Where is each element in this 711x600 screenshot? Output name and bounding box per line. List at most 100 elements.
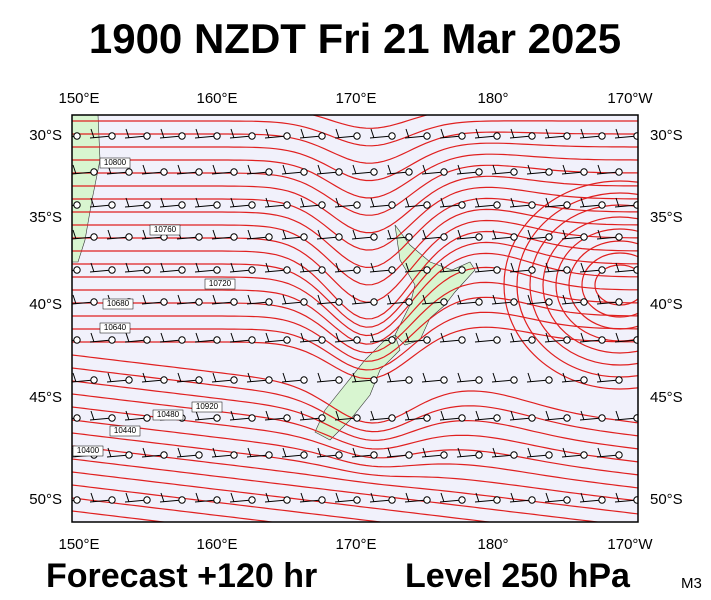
wind-barb-feather: [125, 410, 130, 421]
station: [213, 201, 221, 209]
station: [213, 132, 221, 140]
contour-label: 10440: [114, 426, 137, 435]
map-content: 10800 10760 10720 10680 10640 10480 10440 10400…: [56, 115, 638, 522]
contour-line: [72, 230, 638, 320]
station: [493, 132, 501, 140]
wind-barb-feather: [335, 492, 340, 503]
wind-barb-feather: [265, 332, 270, 343]
station: [598, 496, 606, 504]
contour-label-box: [99, 157, 131, 169]
top-lon-label: 180°: [477, 90, 508, 107]
station: [195, 168, 203, 176]
wind-barb-feather: [247, 372, 252, 383]
station: [528, 266, 536, 274]
forecast-label: Forecast +120 hr: [46, 557, 317, 595]
left-lat-label: 45°S: [29, 389, 62, 406]
station: [265, 168, 273, 176]
station: [563, 414, 571, 422]
wind-barb-feather: [335, 410, 340, 421]
station: [440, 233, 448, 241]
station: [178, 266, 186, 274]
station: [178, 132, 186, 140]
wind-barb-feather: [335, 332, 340, 343]
wind-barb-feather: [247, 294, 252, 305]
wind-barb-feather: [160, 128, 165, 139]
station: [405, 376, 413, 384]
right-lat-label: 40°S: [650, 296, 683, 313]
wind-barb-feather: [370, 332, 375, 343]
wind-barb-feather: [510, 262, 515, 273]
station: [615, 451, 623, 459]
station: [108, 336, 116, 344]
wind-barb-feather: [440, 410, 445, 421]
station: [248, 496, 256, 504]
wind-barb-feather: [282, 164, 287, 175]
wind-barb-feather: [457, 447, 462, 458]
contour-loop: [542, 216, 638, 354]
station: [475, 233, 483, 241]
station: [633, 496, 638, 504]
station: [300, 451, 308, 459]
wind-barb-feather: [265, 410, 270, 421]
station: [405, 451, 413, 459]
wind-barb-feather: [440, 332, 445, 343]
right-lat-label: 30°S: [650, 127, 683, 144]
wind-barb-feather: [352, 372, 357, 383]
station: [563, 132, 571, 140]
contour-line: [72, 393, 638, 463]
wind-barb-feather: [90, 332, 95, 343]
wind-barb-feather: [72, 164, 77, 175]
station: [248, 266, 256, 274]
contour-line: [72, 419, 638, 489]
contour-label-box: [204, 278, 236, 290]
wind-barb-feather: [72, 372, 77, 383]
contour-line: [72, 445, 638, 515]
wind-barb-feather: [56, 411, 59, 420]
station: [213, 336, 221, 344]
wind-barb-feather: [580, 197, 585, 208]
wind-barb-feather: [230, 262, 235, 273]
wind-barb-feather: [405, 332, 410, 343]
wind-barb-feather: [387, 372, 392, 383]
right-lat-label: 50°S: [650, 491, 683, 508]
station: [563, 266, 571, 274]
station: [493, 266, 501, 274]
wind-barb-feather: [335, 197, 340, 208]
wind-barb-feather: [562, 164, 567, 175]
station: [318, 132, 326, 140]
station: [580, 233, 588, 241]
wind-barb-feather: [282, 372, 287, 383]
contour-line: [72, 471, 494, 522]
top-lon-label: 170°W: [607, 90, 653, 107]
model-code: M3: [681, 575, 702, 592]
wind-barb-feather: [317, 229, 322, 240]
wind-barb-feather: [142, 294, 147, 305]
station: [370, 376, 378, 384]
wind-barb-feather: [142, 229, 147, 240]
station: [300, 233, 308, 241]
wind-barb-feather: [335, 128, 340, 139]
wind-barb-feather: [545, 332, 550, 343]
wind-barb-feather: [545, 262, 550, 273]
wind-barb-feather: [212, 447, 217, 458]
station: [143, 201, 151, 209]
bottom-lon-label: 160°E: [196, 536, 237, 553]
wind-barb-feather: [56, 263, 59, 272]
bottom-lon-label: 180°: [477, 536, 508, 553]
station: [283, 132, 291, 140]
wind-barb-feather: [562, 372, 567, 383]
station: [458, 201, 466, 209]
wind-barb-feather: [615, 262, 620, 273]
wind-barb-feather: [195, 128, 200, 139]
station: [458, 132, 466, 140]
wind-barb-feather: [510, 128, 515, 139]
station: [545, 376, 553, 384]
station: [615, 298, 623, 306]
contour-label: 10640: [104, 323, 127, 332]
wind-barb-feather: [125, 262, 130, 273]
contour-line: [72, 311, 638, 371]
station: [90, 298, 98, 306]
wind-barb-feather: [615, 197, 620, 208]
station: [213, 414, 221, 422]
station: [230, 168, 238, 176]
